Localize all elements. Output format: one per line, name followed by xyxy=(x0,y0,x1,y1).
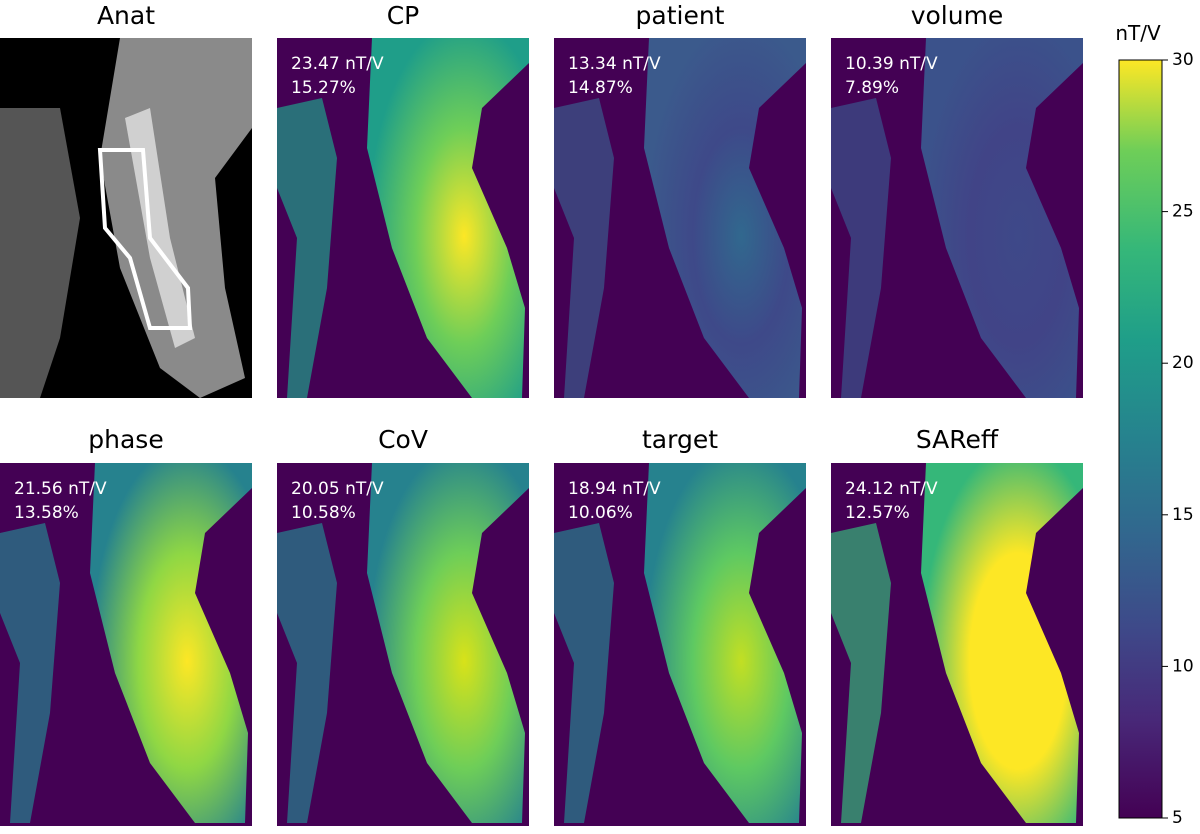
colorbar: nT/V 5 10 15 20 25 30 xyxy=(1115,21,1193,828)
annotation: 10.39 nT/V xyxy=(845,54,938,74)
annotation: 13.34 nT/V xyxy=(568,54,661,74)
panel-title: CoV xyxy=(378,425,428,454)
annotation: 12.57% xyxy=(845,503,910,523)
panel-title: target xyxy=(642,425,718,454)
field-map xyxy=(921,463,1083,823)
field-map xyxy=(0,523,60,823)
tick-label: 5 xyxy=(1172,808,1183,828)
tick-label: 30 xyxy=(1172,50,1194,70)
panel: 21.56 nT/V 13.58% xyxy=(0,463,252,826)
field-map xyxy=(554,98,614,398)
field-map xyxy=(831,98,891,398)
tick-label: 20 xyxy=(1172,353,1194,373)
annotation: 10.58% xyxy=(291,503,356,523)
panel: 18.94 nT/V 10.06% xyxy=(554,463,806,826)
panel: 10.39 nT/V 7.89% xyxy=(831,38,1083,398)
panel-title: Anat xyxy=(97,1,155,30)
panel xyxy=(0,38,252,398)
annotation: 20.05 nT/V xyxy=(291,479,384,499)
tick-label: 15 xyxy=(1172,505,1194,525)
annotation: 10.06% xyxy=(568,503,633,523)
colorbar-label: nT/V xyxy=(1115,21,1161,45)
field-map xyxy=(277,523,337,823)
field-map xyxy=(644,38,806,398)
field-map xyxy=(921,38,1083,398)
roi-outline xyxy=(97,148,193,330)
panel-title: patient xyxy=(636,1,725,30)
annotation: 18.94 nT/V xyxy=(568,479,661,499)
tick-label: 10 xyxy=(1172,656,1194,676)
panel: 23.47 nT/V 15.27% xyxy=(277,38,529,398)
tick-label: 25 xyxy=(1172,202,1194,222)
field-map xyxy=(367,38,529,398)
field-map xyxy=(277,98,337,398)
field-map xyxy=(831,523,891,823)
panel-title: CP xyxy=(387,1,420,30)
field-map xyxy=(90,463,252,823)
colorbar-gradient xyxy=(1118,59,1163,819)
panel-title: phase xyxy=(88,425,163,454)
panel: 24.12 nT/V 12.57% xyxy=(831,463,1083,826)
annotation: 21.56 nT/V xyxy=(14,479,107,499)
panel-title: SAReff xyxy=(916,425,999,454)
annotation: 7.89% xyxy=(845,78,899,98)
annotation: 13.58% xyxy=(14,503,79,523)
annotation: 23.47 nT/V xyxy=(291,54,384,74)
panels: Anat 23.47 nT/V 15.27% CP 13.34 nT/V 14.87% pa… xyxy=(0,1,1083,826)
panel: 13.34 nT/V 14.87% xyxy=(554,38,806,398)
annotation: 15.27% xyxy=(291,78,356,98)
anat-tissue xyxy=(0,108,80,398)
annotation: 14.87% xyxy=(568,78,633,98)
annotation: 24.12 nT/V xyxy=(845,479,938,499)
panel: 20.05 nT/V 10.58% xyxy=(277,463,529,826)
field-map xyxy=(644,463,806,823)
panel-title: volume xyxy=(911,1,1004,30)
field-map xyxy=(554,523,614,823)
field-map xyxy=(367,463,529,823)
